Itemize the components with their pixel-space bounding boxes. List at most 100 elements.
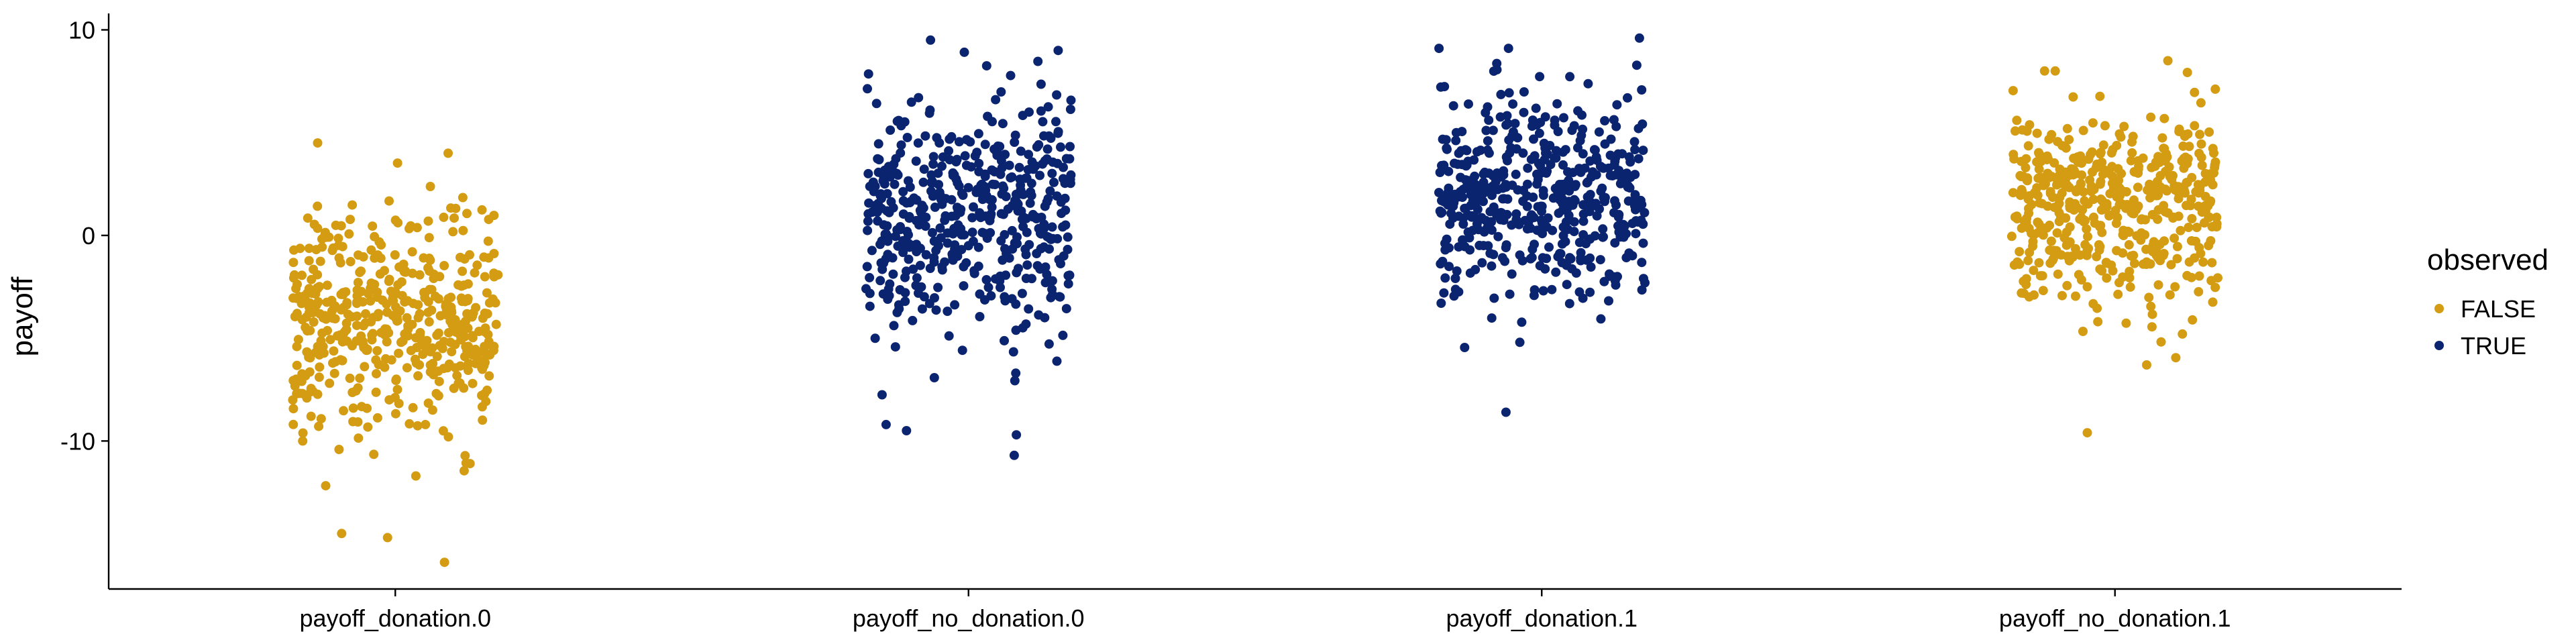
data-point	[1541, 148, 1550, 158]
data-point	[1476, 146, 1485, 155]
data-point	[875, 276, 885, 286]
data-point	[2032, 157, 2042, 167]
data-point	[981, 61, 991, 71]
data-point	[1483, 241, 1493, 251]
data-point	[384, 274, 394, 284]
data-point	[443, 294, 453, 304]
data-point	[918, 177, 928, 187]
data-point	[338, 290, 348, 299]
data-point	[400, 266, 411, 276]
data-point	[330, 314, 340, 324]
data-point	[1489, 66, 1499, 76]
data-point	[1552, 186, 1562, 197]
data-point	[1623, 196, 1633, 206]
data-point	[364, 289, 374, 299]
data-point	[1631, 205, 1640, 215]
data-point	[914, 220, 924, 230]
data-point	[1010, 376, 1020, 386]
data-point	[2158, 250, 2168, 260]
data-point	[1024, 150, 1034, 160]
data-point	[2008, 86, 2018, 96]
data-point	[2121, 318, 2131, 328]
data-point	[1039, 131, 1049, 141]
data-point	[297, 376, 307, 386]
data-point	[863, 225, 873, 235]
data-point	[2069, 166, 2079, 176]
data-point	[2015, 259, 2025, 269]
data-point	[292, 309, 302, 319]
data-point	[2015, 247, 2025, 257]
data-point	[1585, 190, 1595, 199]
data-point	[902, 133, 912, 142]
data-point	[1630, 190, 1640, 200]
data-point	[1558, 160, 1568, 170]
data-point	[477, 402, 487, 412]
data-point	[2129, 195, 2139, 205]
data-point	[337, 337, 347, 347]
data-point	[2048, 246, 2058, 256]
data-point	[372, 292, 382, 302]
data-point	[298, 436, 308, 446]
data-point	[1574, 287, 1585, 297]
data-point	[1024, 304, 1034, 314]
data-point	[2106, 260, 2116, 270]
data-point	[904, 176, 913, 186]
data-point	[898, 186, 908, 197]
data-point	[472, 260, 482, 270]
data-point	[463, 279, 473, 289]
data-point	[889, 321, 899, 331]
data-point	[2184, 223, 2194, 232]
data-point	[1526, 154, 1536, 164]
data-point	[998, 181, 1008, 191]
data-point	[1058, 222, 1068, 232]
data-point	[2057, 141, 2068, 151]
data-point	[480, 323, 490, 333]
data-point	[347, 388, 358, 397]
data-point	[881, 419, 891, 429]
data-point	[2072, 186, 2081, 197]
data-point	[2163, 208, 2173, 218]
data-point	[327, 306, 337, 316]
data-point	[1631, 60, 1642, 70]
data-point	[1533, 202, 1543, 212]
data-point	[2118, 248, 2128, 258]
data-point	[2112, 140, 2122, 150]
data-point	[1043, 102, 1053, 112]
data-point	[468, 333, 478, 343]
data-point	[936, 195, 946, 205]
data-point	[1009, 450, 1019, 460]
data-point	[2083, 199, 2093, 209]
data-point	[873, 154, 883, 164]
data-point	[493, 270, 503, 280]
data-point	[877, 236, 887, 246]
data-point	[1574, 237, 1585, 248]
data-point	[1595, 162, 1605, 171]
data-point	[443, 148, 453, 158]
data-point	[422, 335, 432, 345]
data-point	[1624, 248, 1634, 258]
data-point	[322, 280, 332, 290]
data-point	[443, 328, 453, 337]
data-point	[2125, 266, 2135, 276]
data-point	[1045, 186, 1055, 196]
data-point	[873, 216, 883, 226]
data-point	[1063, 232, 1073, 242]
data-point	[316, 414, 326, 424]
data-point	[1479, 177, 1489, 187]
data-point	[1497, 253, 1507, 263]
data-point	[2194, 271, 2204, 281]
data-point	[1486, 217, 1496, 227]
data-point	[1058, 330, 1068, 340]
data-point	[1610, 196, 1619, 206]
data-point	[318, 341, 328, 352]
data-point	[297, 270, 307, 280]
data-point	[1008, 347, 1018, 357]
data-point	[1552, 99, 1562, 109]
data-point	[2143, 185, 2153, 195]
data-point	[1590, 145, 1600, 155]
data-point	[1488, 125, 1498, 136]
data-point	[1586, 262, 1596, 272]
series-payoff_no_donation.0	[861, 35, 1076, 460]
data-point	[439, 212, 449, 222]
data-point	[1450, 284, 1460, 294]
